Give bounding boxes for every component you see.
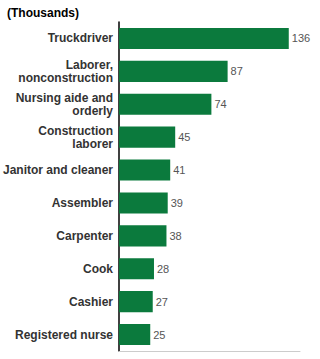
svg-text:Carpenter: Carpenter — [56, 229, 113, 243]
svg-text:74: 74 — [214, 98, 226, 110]
svg-text:87: 87 — [231, 65, 243, 77]
svg-text:27: 27 — [156, 296, 168, 308]
svg-text:(Thousands): (Thousands) — [7, 6, 79, 20]
svg-text:38: 38 — [169, 230, 181, 242]
svg-text:25: 25 — [153, 329, 165, 341]
svg-text:Construction: Construction — [38, 124, 113, 138]
svg-text:Laborer,: Laborer, — [66, 58, 113, 72]
svg-text:39: 39 — [171, 197, 183, 209]
svg-text:136: 136 — [292, 32, 310, 44]
svg-text:45: 45 — [178, 131, 190, 143]
svg-text:Nursing aide and: Nursing aide and — [16, 91, 113, 105]
svg-text:Janitor and cleaner: Janitor and cleaner — [3, 163, 113, 177]
svg-text:Cashier: Cashier — [69, 295, 113, 309]
svg-text:28: 28 — [157, 263, 169, 275]
svg-text:orderly: orderly — [72, 104, 113, 118]
svg-text:Assembler: Assembler — [52, 196, 114, 210]
svg-text:41: 41 — [173, 164, 185, 176]
svg-text:Truckdriver: Truckdriver — [48, 31, 114, 45]
svg-text:laborer: laborer — [72, 137, 113, 151]
svg-text:Registered nurse: Registered nurse — [15, 328, 113, 342]
svg-text:nonconstruction: nonconstruction — [18, 71, 113, 85]
svg-text:Cook: Cook — [83, 262, 113, 276]
